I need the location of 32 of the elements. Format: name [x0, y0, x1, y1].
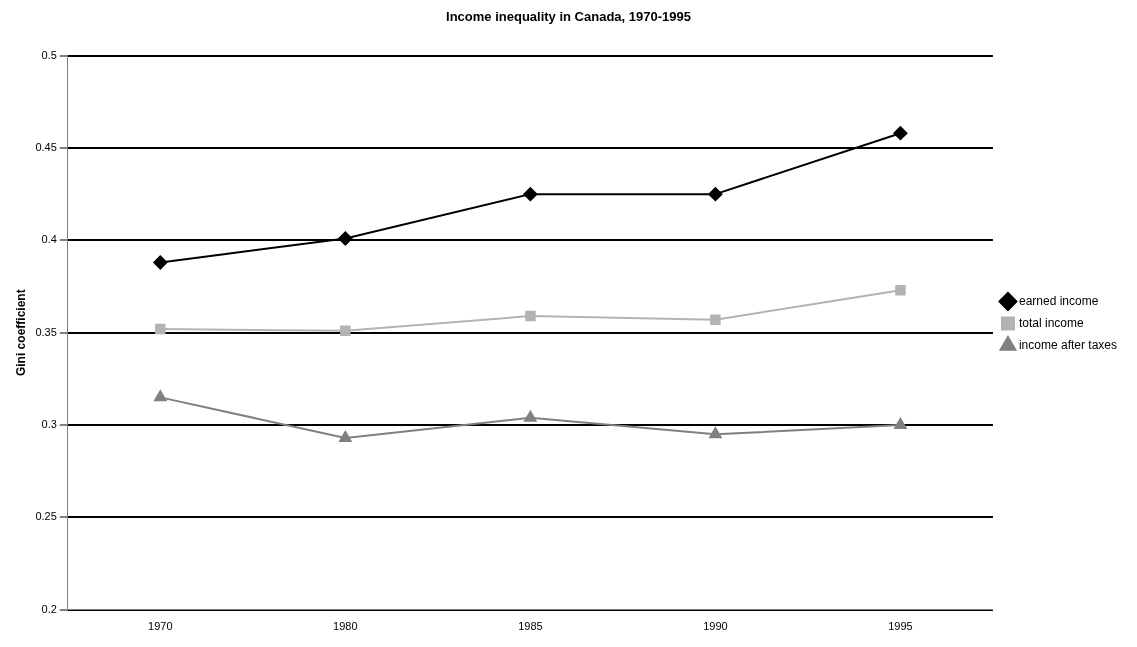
legend-label: total income [1018, 315, 1084, 330]
point [523, 187, 538, 202]
point [155, 323, 166, 335]
y-tick-label: 0.35 [35, 325, 57, 338]
point [894, 418, 907, 430]
y-tick-label: 0.5 [41, 48, 57, 61]
x-tick-label: 1985 [518, 620, 543, 633]
y-tick-label: 0.2 [41, 602, 57, 615]
point [339, 431, 352, 442]
x-tick-label: 1990 [703, 620, 728, 633]
point [338, 231, 353, 246]
point [708, 187, 723, 202]
y-tick-label: 0.25 [35, 510, 57, 523]
y-tick-label: 0.45 [35, 141, 57, 153]
legend-label: income after taxes [1018, 337, 1117, 352]
point [710, 314, 721, 326]
y-axis-title: Gini coefficient [13, 289, 28, 377]
point [340, 325, 351, 337]
point [525, 310, 536, 322]
point [524, 410, 537, 422]
point [895, 284, 906, 296]
x-tick-label: 1995 [888, 620, 913, 633]
y-tick-label: 0.4 [41, 233, 57, 246]
legend-label: earned income [1018, 293, 1099, 308]
x-tick-label: 1970 [148, 620, 173, 633]
point [153, 255, 168, 270]
point [154, 390, 167, 402]
point [709, 427, 722, 439]
y-tick-label: 0.3 [41, 418, 57, 431]
x-tick-label: 1980 [333, 620, 358, 633]
point [893, 126, 908, 141]
chart-title: Income inequality in Canada, 1970-1995 [446, 9, 691, 25]
